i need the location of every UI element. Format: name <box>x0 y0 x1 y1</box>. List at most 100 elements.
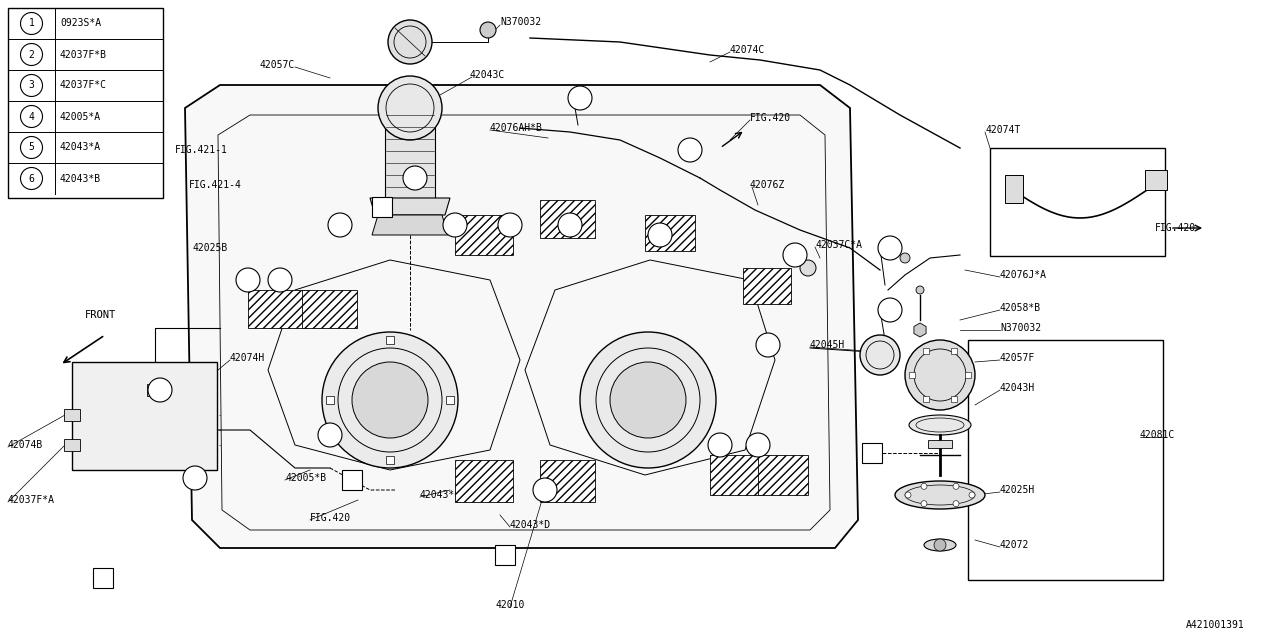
Circle shape <box>954 483 959 490</box>
Circle shape <box>648 223 672 247</box>
Text: 6: 6 <box>244 275 251 285</box>
Circle shape <box>568 86 591 110</box>
Text: FIG.421-4: FIG.421-4 <box>189 180 242 190</box>
Text: 42043*A: 42043*A <box>60 143 101 152</box>
Circle shape <box>905 340 975 410</box>
Circle shape <box>878 236 902 260</box>
Text: 42025H: 42025H <box>1000 485 1036 495</box>
Bar <box>64 439 79 451</box>
Circle shape <box>148 378 172 402</box>
Text: 42037F*A: 42037F*A <box>8 495 55 505</box>
Circle shape <box>443 213 467 237</box>
Circle shape <box>611 362 686 438</box>
Text: 42037C*A: 42037C*A <box>815 240 861 250</box>
Text: 4: 4 <box>157 385 163 395</box>
Text: 42058*B: 42058*B <box>1000 303 1041 313</box>
Text: N370032: N370032 <box>1000 323 1041 333</box>
Circle shape <box>480 22 497 38</box>
Text: 42043*E: 42043*E <box>470 233 511 243</box>
Text: FIG.420: FIG.420 <box>1155 223 1196 233</box>
Bar <box>965 372 972 378</box>
Text: 42037F*B: 42037F*B <box>60 49 108 60</box>
Text: FIG.420: FIG.420 <box>750 113 791 123</box>
Text: 2: 2 <box>28 49 35 60</box>
Bar <box>758 455 808 495</box>
Circle shape <box>934 539 946 551</box>
Text: 3: 3 <box>577 93 582 103</box>
Text: 4: 4 <box>192 473 198 483</box>
Text: 1: 1 <box>28 19 35 29</box>
Text: C: C <box>379 202 385 212</box>
Text: A: A <box>100 573 106 583</box>
Text: 5: 5 <box>337 220 343 230</box>
Text: 42005*B: 42005*B <box>285 473 326 483</box>
Text: N370032: N370032 <box>500 17 541 27</box>
Ellipse shape <box>909 415 972 435</box>
Text: 42081C: 42081C <box>1140 430 1175 440</box>
Text: 42074H: 42074H <box>230 353 265 363</box>
Circle shape <box>378 76 442 140</box>
Circle shape <box>746 433 771 457</box>
Bar <box>8 8 163 198</box>
Text: 42076Z: 42076Z <box>750 180 785 190</box>
Bar <box>385 108 435 198</box>
Text: FRONT: FRONT <box>84 310 115 320</box>
Text: FIG.420: FIG.420 <box>310 513 351 523</box>
Text: 2: 2 <box>887 305 893 315</box>
Circle shape <box>317 423 342 447</box>
Text: 6: 6 <box>28 173 35 184</box>
Polygon shape <box>186 85 858 548</box>
Bar <box>645 215 695 251</box>
Bar <box>968 340 1164 580</box>
Text: FIG.421-1: FIG.421-1 <box>175 145 228 155</box>
Text: 5: 5 <box>765 340 771 350</box>
Text: 42074B: 42074B <box>8 440 44 450</box>
Circle shape <box>328 213 352 237</box>
Bar <box>454 460 513 502</box>
Text: B: B <box>869 448 876 458</box>
Bar <box>445 396 454 404</box>
Circle shape <box>388 20 433 64</box>
Bar <box>928 440 952 448</box>
Circle shape <box>954 500 959 507</box>
Bar <box>326 396 334 404</box>
Text: 42025B: 42025B <box>193 243 228 253</box>
Bar <box>861 443 882 463</box>
Circle shape <box>403 166 428 190</box>
Text: 5: 5 <box>507 220 513 230</box>
Text: 6: 6 <box>276 275 283 285</box>
Circle shape <box>498 213 522 237</box>
Text: 5: 5 <box>452 220 458 230</box>
Text: 42045H: 42045H <box>810 340 845 350</box>
Text: A: A <box>502 550 508 560</box>
Polygon shape <box>370 198 451 215</box>
Text: 6: 6 <box>755 440 760 450</box>
Circle shape <box>878 298 902 322</box>
Bar <box>989 148 1165 256</box>
Circle shape <box>268 268 292 292</box>
Circle shape <box>183 466 207 490</box>
Bar <box>495 545 515 565</box>
Circle shape <box>783 243 806 267</box>
Circle shape <box>558 213 582 237</box>
Bar <box>342 470 362 490</box>
Circle shape <box>922 483 927 490</box>
Bar <box>540 460 595 502</box>
Bar <box>248 290 308 328</box>
Text: 5: 5 <box>657 230 663 240</box>
Bar <box>64 409 79 421</box>
Text: 42076AH*B: 42076AH*B <box>490 123 543 133</box>
Text: 42072: 42072 <box>1000 540 1029 550</box>
Text: 42057F: 42057F <box>1000 353 1036 363</box>
Bar <box>93 568 113 588</box>
Text: 42037F*C: 42037F*C <box>60 81 108 90</box>
Bar <box>387 456 394 464</box>
Text: 42010: 42010 <box>495 600 525 610</box>
Text: 0923S*A: 0923S*A <box>60 19 101 29</box>
Text: A421001391: A421001391 <box>1187 620 1245 630</box>
Text: 5: 5 <box>28 143 35 152</box>
Text: 42074T: 42074T <box>986 125 1020 135</box>
Text: 2: 2 <box>887 243 893 253</box>
Bar <box>1146 170 1167 190</box>
Text: 5: 5 <box>567 220 573 230</box>
